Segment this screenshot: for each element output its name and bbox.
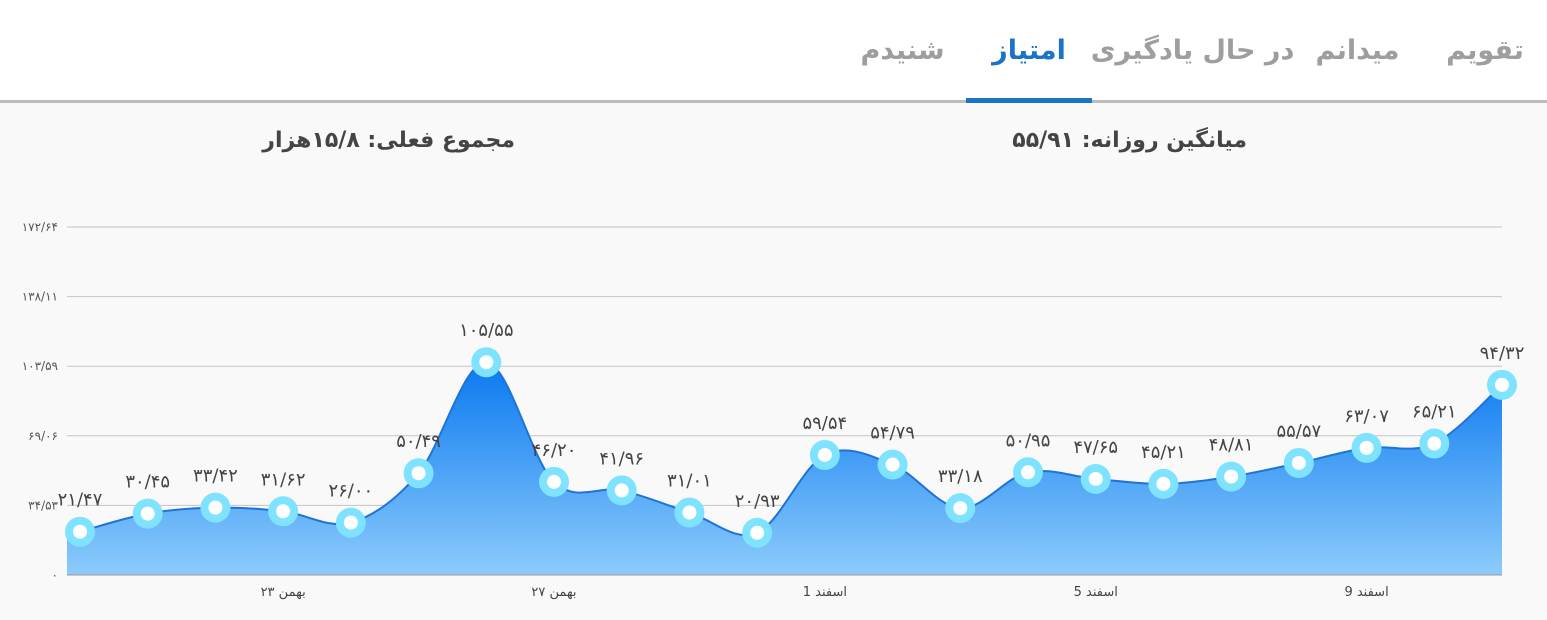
- data-point: [750, 525, 765, 540]
- data-label: ۴۱/۹۶: [599, 448, 644, 469]
- data-point: [817, 447, 832, 462]
- y-tick-label: ۰: [52, 568, 58, 582]
- data-point: [276, 504, 291, 519]
- data-label: ۵۴/۷۹: [870, 423, 915, 444]
- data-point: [1291, 455, 1306, 470]
- data-point: [1495, 377, 1509, 392]
- data-label: ۹۴/۳۲: [1480, 343, 1525, 364]
- data-point: [1224, 469, 1239, 484]
- score-area: [67, 362, 1502, 575]
- data-label: ۴۶/۲۰: [532, 440, 577, 461]
- score-line: [79, 361, 1503, 536]
- data-point: [682, 505, 697, 520]
- y-tick-label: ۱۰۳/۵۹: [22, 359, 58, 373]
- data-point: [614, 483, 629, 498]
- data-point: [1088, 471, 1103, 486]
- tab-heard[interactable]: شنیدم: [860, 34, 945, 66]
- data-point: [1156, 476, 1171, 491]
- x-tick-label: 1 اسفند: [803, 585, 847, 600]
- daily-average-stat: میانگین روزانه: ۵۵/۹۱: [1012, 128, 1247, 153]
- tab-calendar[interactable]: تقویم: [1446, 34, 1524, 66]
- tab-score[interactable]: امتیاز: [966, 0, 1092, 103]
- data-label: ۳۰/۴۵: [125, 472, 170, 493]
- data-point: [411, 466, 426, 481]
- tab-bar: تقویم میدانم در حال یادگیری امتیاز شنیدم: [0, 0, 1547, 103]
- y-tick-label: ۶۹/۰۶: [28, 429, 58, 443]
- data-label: ۵۵/۵۷: [1276, 421, 1321, 442]
- data-label: ۳۳/۴۲: [193, 466, 238, 487]
- data-point: [547, 474, 561, 489]
- data-label: ۴۸/۸۱: [1209, 435, 1254, 456]
- data-point: [1021, 465, 1035, 480]
- data-label: ۳۱/۶۲: [261, 469, 306, 490]
- x-tick-label: 5 اسفند: [1074, 585, 1118, 600]
- y-tick-label: ۳۴/۵۳: [28, 498, 58, 512]
- y-tick-label: ۱۳۸/۱۱: [22, 290, 58, 304]
- x-tick-label: ۲۳ بهمن: [261, 585, 306, 600]
- data-label: ۳۱/۰۱: [667, 470, 712, 491]
- data-label: ۱۰۵/۵۵: [459, 320, 513, 341]
- data-point: [953, 501, 968, 516]
- data-label: ۳۳/۱۸: [938, 466, 983, 487]
- data-label: ۴۵/۲۱: [1141, 442, 1186, 463]
- data-label: ۵۰/۹۵: [1006, 430, 1051, 451]
- tab-known[interactable]: میدانم: [1315, 34, 1400, 66]
- data-point: [1427, 436, 1442, 451]
- data-label: ۲۱/۴۷: [58, 490, 103, 511]
- tab-learning[interactable]: در حال یادگیری: [1090, 34, 1295, 66]
- current-total-stat: مجموع فعلی: ۱۵/۸هزار: [262, 128, 515, 153]
- data-label: ۲۶/۰۰: [328, 481, 373, 502]
- data-point: [343, 515, 358, 530]
- data-point: [140, 506, 155, 521]
- data-point: [885, 457, 900, 472]
- data-point: [1359, 440, 1374, 455]
- data-label: ۴۷/۶۵: [1073, 437, 1118, 458]
- y-tick-label: ۱۷۲/۶۴: [22, 220, 58, 234]
- x-tick-label: 9 اسفند: [1344, 585, 1388, 600]
- data-point: [73, 524, 87, 539]
- data-label: ۲۰/۹۳: [735, 491, 780, 512]
- data-label: ۵۹/۵۴: [802, 413, 847, 434]
- data-point: [479, 355, 494, 370]
- data-label: ۶۵/۲۱: [1412, 402, 1457, 423]
- score-area-chart: ۰ ۳۴/۵۳ ۶۹/۰۶ ۱۰۳/۵۹ ۱۳۸/۱۱ ۱۷۲/۶۴ ۲۳ بهمن ۲۷ ب…: [22, 220, 1525, 600]
- x-tick-label: ۲۷ بهمن: [531, 585, 576, 600]
- data-point: [208, 500, 223, 515]
- data-label: ۶۳/۰۷: [1344, 406, 1389, 427]
- data-label: ۵۰/۴۹: [396, 431, 441, 452]
